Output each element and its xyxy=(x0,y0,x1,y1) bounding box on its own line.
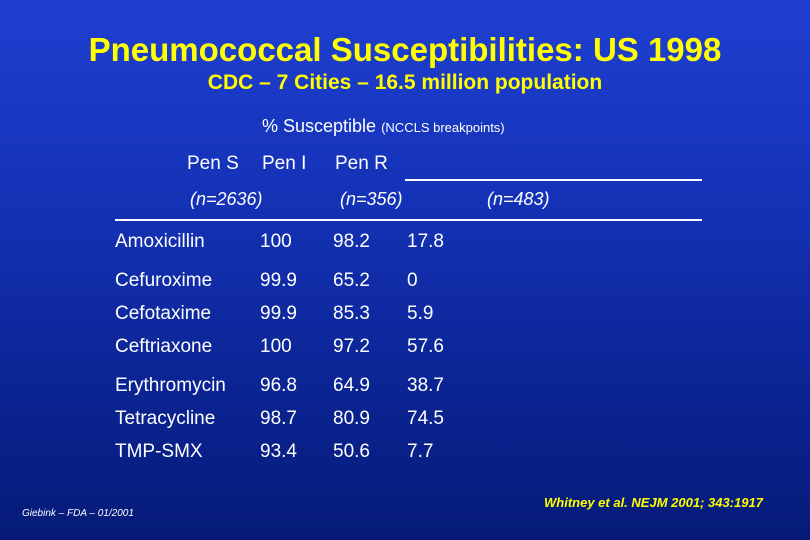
cell-cefuroxime-pen-r: 0 xyxy=(407,270,418,291)
drug-cefuroxime: Cefuroxime xyxy=(115,270,213,291)
cell-cefotaxime-pen-r: 5.9 xyxy=(407,303,434,324)
header-pen-r: Pen R xyxy=(335,153,388,174)
footer-citation: Whitney et al. NEJM 2001; 343:1917 xyxy=(544,495,763,510)
cell-amoxicillin-pen-i: 98.2 xyxy=(333,231,370,252)
drug-amoxicillin: Amoxicillin xyxy=(115,231,205,252)
cell-cefotaxime-pen-s: 99.9 xyxy=(260,303,297,324)
cell-tmp-smx-pen-r: 7.7 xyxy=(407,441,434,462)
cell-cefuroxime-pen-i: 65.2 xyxy=(333,270,370,291)
drug-cefotaxime: Cefotaxime xyxy=(115,303,212,324)
cell-ceftriaxone-pen-s: 100 xyxy=(260,336,292,357)
cell-ceftriaxone-pen-i: 97.2 xyxy=(333,336,370,357)
drug-ceftriaxone: Ceftriaxone xyxy=(115,336,213,357)
cell-tmp-smx-pen-s: 93.4 xyxy=(260,441,297,462)
cell-cefotaxime-pen-i: 85.3 xyxy=(333,303,370,324)
column-heading-label: % Susceptible xyxy=(262,116,377,136)
cell-tetracycline-pen-r: 74.5 xyxy=(407,408,444,429)
cell-amoxicillin-pen-s: 100 xyxy=(260,231,292,252)
cell-tetracycline-pen-s: 98.7 xyxy=(260,408,297,429)
header-rule-top xyxy=(405,179,702,181)
cell-erythromycin-pen-r: 38.7 xyxy=(407,375,444,396)
cell-erythromycin-pen-s: 96.8 xyxy=(260,375,297,396)
drug-tetracycline: Tetracycline xyxy=(115,408,216,429)
header-pen-i: Pen I xyxy=(262,153,307,174)
cell-amoxicillin-pen-r: 17.8 xyxy=(407,231,444,252)
footer-credit: Giebink – FDA – 01/2001 xyxy=(22,508,134,519)
count-pen-s: (n=2636) xyxy=(190,189,263,209)
column-heading: % Susceptible (NCCLS breakpoints) xyxy=(262,113,505,141)
cell-tetracycline-pen-i: 80.9 xyxy=(333,408,370,429)
count-pen-r: (n=483) xyxy=(487,189,550,209)
slide-title: Pneumococcal Susceptibilities: US 1998 xyxy=(88,31,722,68)
cell-tmp-smx-pen-i: 50.6 xyxy=(333,441,370,462)
column-heading-note: (NCCLS breakpoints) xyxy=(381,120,505,135)
count-pen-i: (n=356) xyxy=(340,189,403,209)
cell-cefuroxime-pen-s: 99.9 xyxy=(260,270,297,291)
drug-erythromycin: Erythromycin xyxy=(115,375,226,396)
drug-tmp-smx: TMP-SMX xyxy=(115,441,203,462)
slide-subtitle: CDC – 7 Cities – 16.5 million population xyxy=(207,71,603,94)
cell-erythromycin-pen-i: 64.9 xyxy=(333,375,370,396)
cell-ceftriaxone-pen-r: 57.6 xyxy=(407,336,444,357)
header-rule-bottom xyxy=(115,219,702,221)
header-pen-s: Pen S xyxy=(187,153,239,174)
